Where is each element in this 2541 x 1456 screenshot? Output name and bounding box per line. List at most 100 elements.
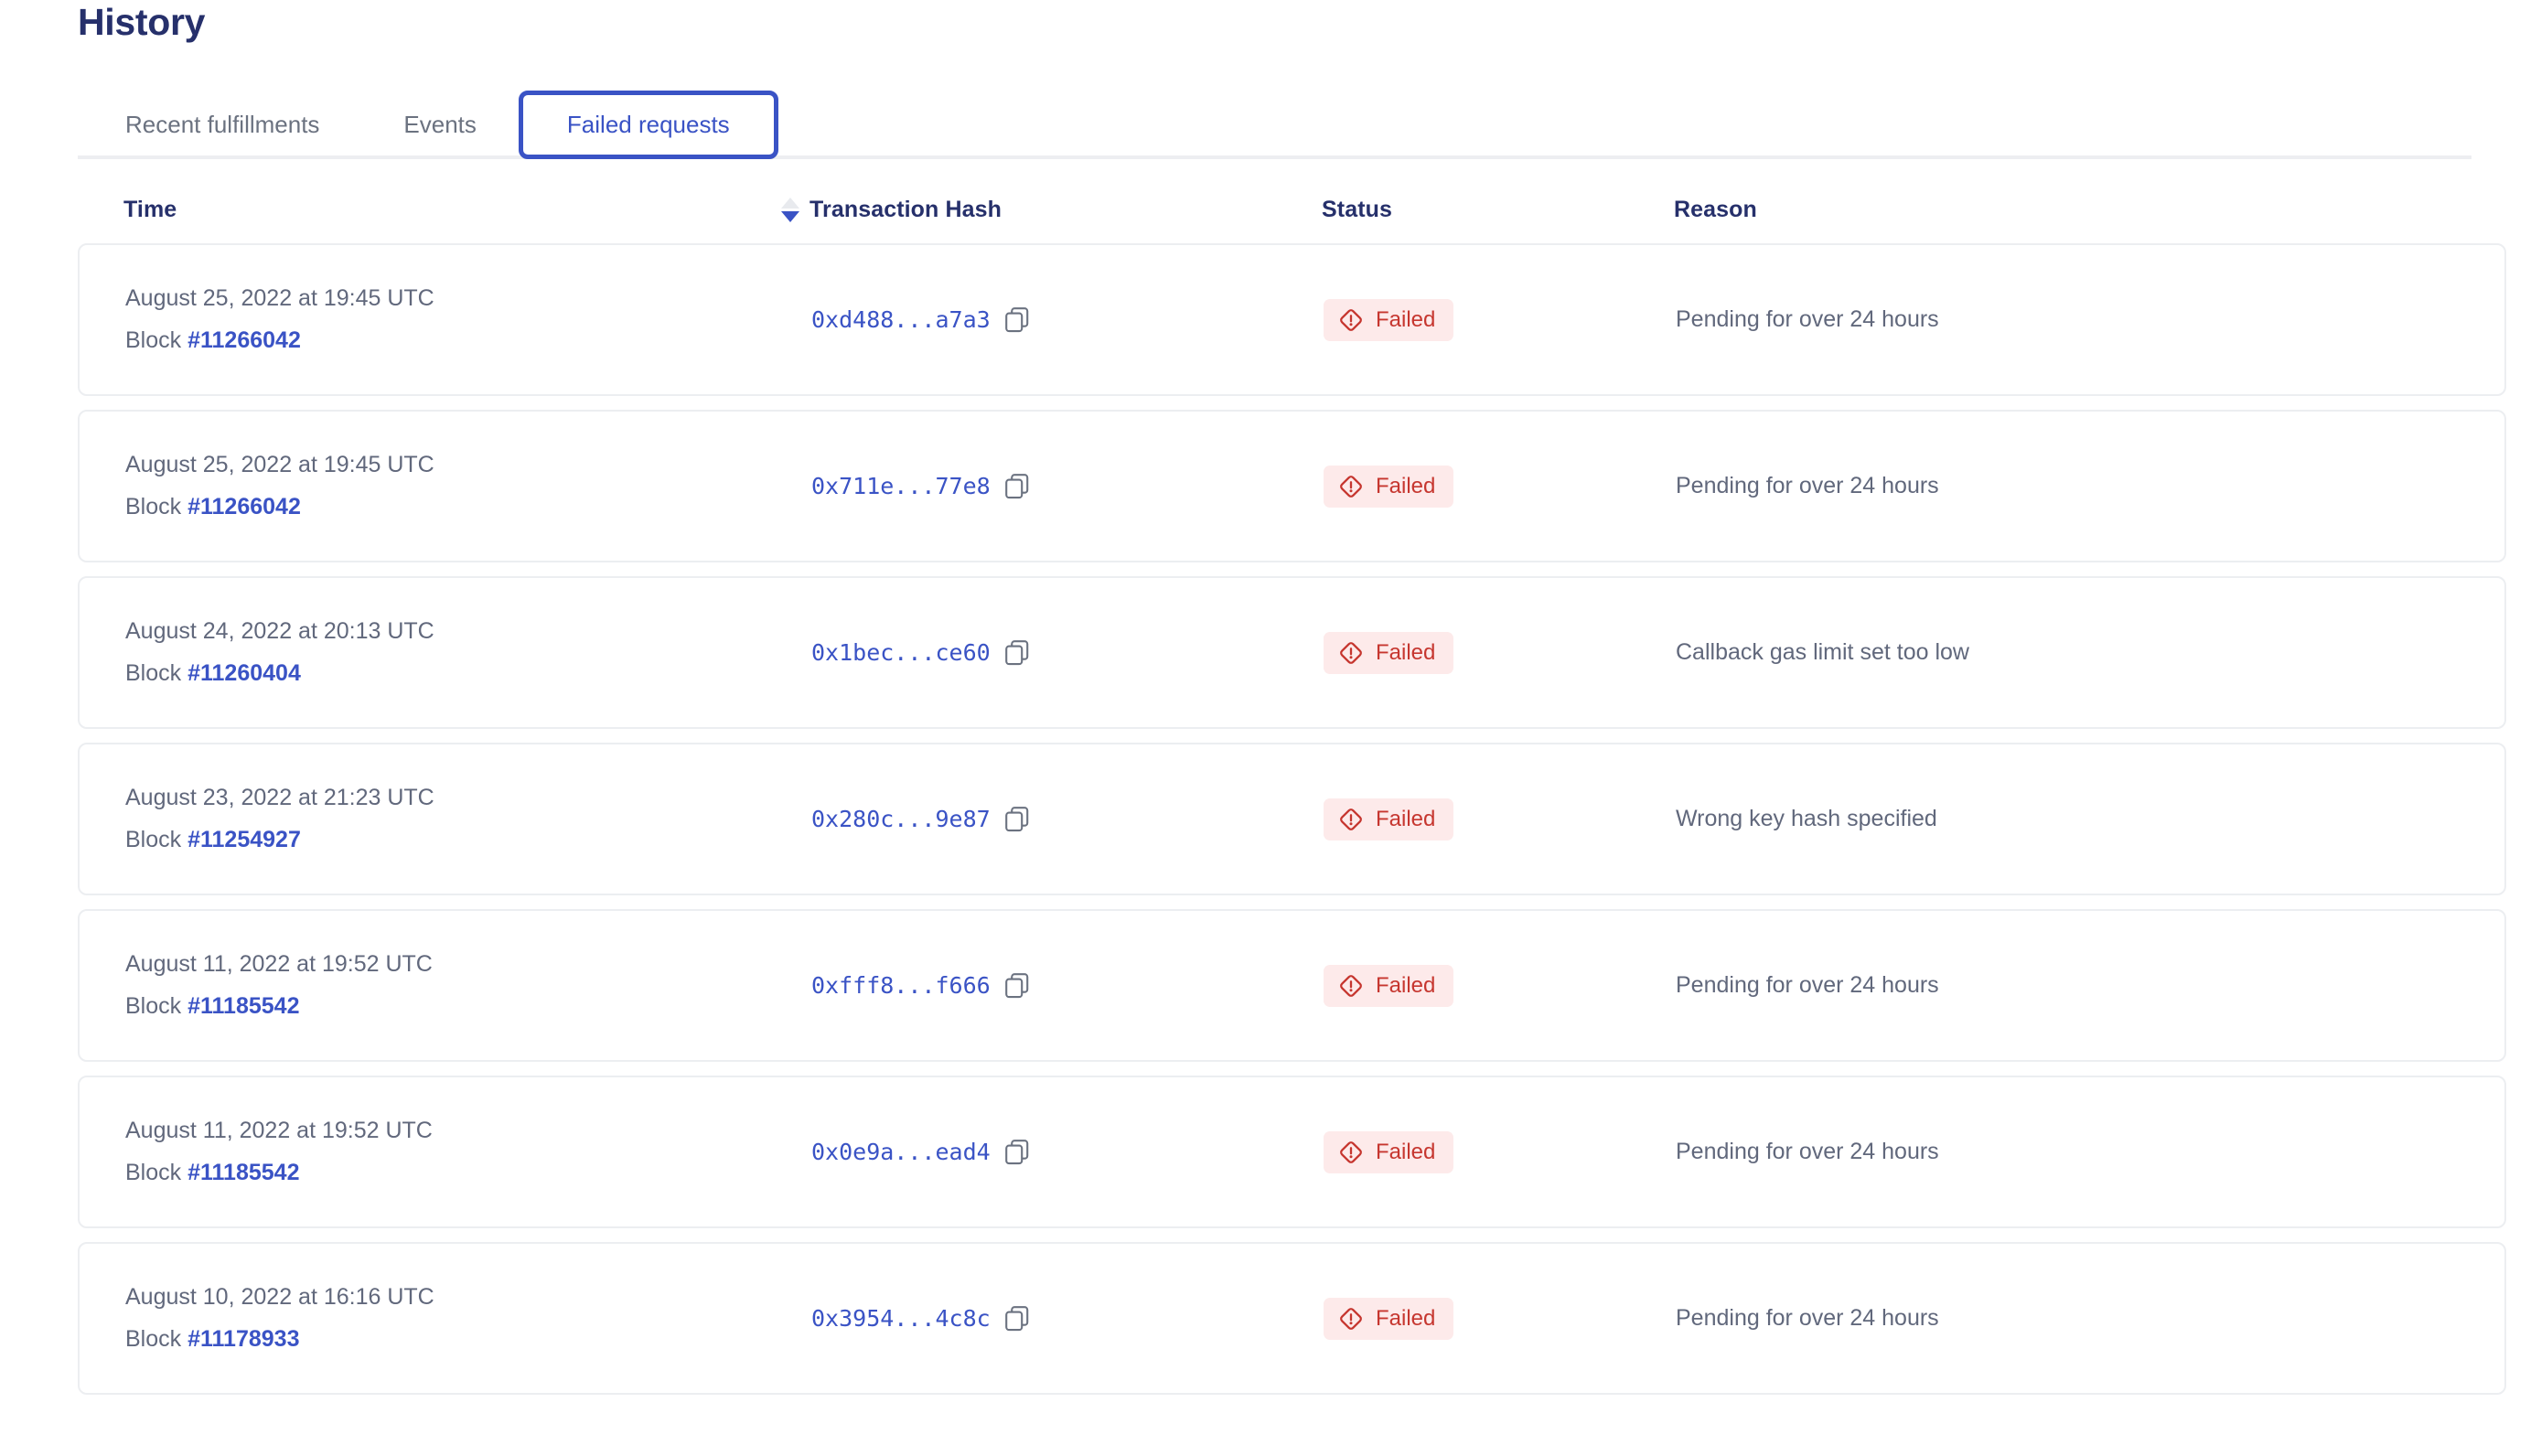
cell-status: Failed <box>1324 964 1676 1007</box>
row-timestamp: August 11, 2022 at 19:52 UTC <box>125 950 433 977</box>
cell-transaction-hash: 0x3954...4c8c <box>811 1305 1324 1332</box>
transaction-hash-link[interactable]: 0xfff8...f666 <box>811 972 991 1000</box>
column-header-transaction-hash: Transaction Hash <box>809 196 1002 222</box>
cell-status: Failed <box>1324 798 1676 840</box>
table-row[interactable]: August 23, 2022 at 21:23 UTC Block #1125… <box>78 743 2506 896</box>
column-header-status: Status <box>1322 196 1393 222</box>
cell-status: Failed <box>1324 465 1676 508</box>
row-block-label: Block <box>125 1326 188 1353</box>
row-timestamp: August 25, 2022 at 19:45 UTC <box>125 284 434 311</box>
table-row[interactable]: August 24, 2022 at 20:13 UTC Block #1126… <box>78 576 2506 730</box>
row-block: Block #11266042 <box>125 494 811 520</box>
table-row[interactable]: August 25, 2022 at 19:45 UTC Block #1126… <box>78 410 2506 563</box>
alert-diamond-icon <box>1338 1140 1364 1165</box>
row-block-link[interactable]: #11266042 <box>188 494 301 520</box>
row-block-link[interactable]: #11178933 <box>188 1326 300 1353</box>
copy-icon[interactable] <box>1004 1305 1029 1332</box>
row-block-link[interactable]: #11254927 <box>188 827 301 853</box>
sort-ascending-arrow-icon <box>781 197 799 209</box>
status-badge: Failed <box>1324 631 1454 674</box>
table-row[interactable]: August 25, 2022 at 19:45 UTC Block #1126… <box>78 243 2506 397</box>
row-block-label: Block <box>125 494 188 520</box>
status-badge-label: Failed <box>1376 806 1436 831</box>
row-block-label: Block <box>125 827 188 853</box>
table-row[interactable]: August 11, 2022 at 19:52 UTC Block #1118… <box>78 1076 2506 1229</box>
row-block: Block #11254927 <box>125 827 811 853</box>
alert-diamond-icon <box>1338 807 1364 832</box>
tab-recent-fulfillments[interactable]: Recent fulfillments <box>78 91 361 159</box>
row-timestamp: August 24, 2022 at 20:13 UTC <box>125 617 434 644</box>
cell-reason: Pending for over 24 hours <box>1676 1139 1939 1165</box>
cell-time: August 23, 2022 at 21:23 UTC Block #1125… <box>80 785 811 854</box>
cell-reason: Wrong key hash specified <box>1676 806 1937 832</box>
cell-transaction-hash: 0x1bec...ce60 <box>811 639 1324 666</box>
tab-failed-requests[interactable]: Failed requests <box>518 91 778 160</box>
table-row[interactable]: August 11, 2022 at 19:52 UTC Block #1118… <box>78 909 2506 1063</box>
cell-time: August 25, 2022 at 19:45 UTC Block #1126… <box>80 285 811 355</box>
table-row[interactable]: August 10, 2022 at 16:16 UTC Block #1117… <box>78 1242 2506 1396</box>
row-block-label: Block <box>125 327 188 354</box>
row-block: Block #11185542 <box>125 1160 811 1186</box>
copy-icon[interactable] <box>1004 306 1029 333</box>
row-block-link[interactable]: #11185542 <box>188 1160 300 1186</box>
row-block-link[interactable]: #11266042 <box>188 327 301 354</box>
copy-icon[interactable] <box>1004 806 1029 832</box>
cell-time: August 25, 2022 at 19:45 UTC Block #1126… <box>80 452 811 521</box>
alert-diamond-icon <box>1338 1306 1364 1332</box>
sort-toggle-time[interactable] <box>778 197 802 222</box>
tab-label: Events <box>403 111 477 139</box>
cell-transaction-hash: 0xd488...a7a3 <box>811 306 1324 333</box>
tabs-divider <box>78 155 2471 160</box>
transaction-hash-link[interactable]: 0xd488...a7a3 <box>811 306 991 334</box>
cell-time: August 24, 2022 at 20:13 UTC Block #1126… <box>80 618 811 688</box>
copy-icon[interactable] <box>1004 473 1029 499</box>
status-badge: Failed <box>1324 1297 1454 1340</box>
cell-reason: Pending for over 24 hours <box>1676 972 1939 999</box>
row-block-label: Block <box>125 1160 188 1186</box>
copy-icon[interactable] <box>1004 639 1029 666</box>
status-badge-label: Failed <box>1376 1139 1436 1164</box>
status-badge: Failed <box>1324 1130 1454 1173</box>
status-badge: Failed <box>1324 465 1454 508</box>
status-badge-label: Failed <box>1376 1305 1436 1331</box>
tab-events[interactable]: Events <box>361 91 519 159</box>
cell-time: August 10, 2022 at 16:16 UTC Block #1117… <box>80 1284 811 1354</box>
copy-icon[interactable] <box>1004 1139 1029 1165</box>
row-block: Block #11185542 <box>125 993 811 1020</box>
cell-transaction-hash: 0xfff8...f666 <box>811 972 1324 999</box>
copy-icon[interactable] <box>1004 972 1029 999</box>
row-block-label: Block <box>125 993 188 1020</box>
status-badge-label: Failed <box>1376 306 1436 332</box>
transaction-hash-link[interactable]: 0x0e9a...ead4 <box>811 1139 991 1166</box>
tab-label: Failed requests <box>566 111 730 139</box>
row-block-link[interactable]: #11260404 <box>188 660 301 687</box>
cell-transaction-hash: 0x0e9a...ead4 <box>811 1139 1324 1165</box>
row-block-link[interactable]: #11185542 <box>188 993 300 1020</box>
column-header-time[interactable]: Time <box>78 197 809 223</box>
row-block: Block #11178933 <box>125 1326 811 1353</box>
column-header-reason: Reason <box>1674 196 1757 222</box>
cell-reason: Callback gas limit set too low <box>1676 639 1969 666</box>
cell-transaction-hash: 0x711e...77e8 <box>811 473 1324 499</box>
cell-status: Failed <box>1324 631 1676 674</box>
transaction-hash-link[interactable]: 0x3954...4c8c <box>811 1305 991 1333</box>
cell-status: Failed <box>1324 1297 1676 1340</box>
sort-descending-arrow-icon <box>781 210 799 222</box>
status-badge: Failed <box>1324 798 1454 840</box>
failed-requests-list: August 25, 2022 at 19:45 UTC Block #1126… <box>78 243 2506 1396</box>
alert-diamond-icon <box>1338 640 1364 666</box>
tab-label: Recent fulfillments <box>125 111 320 139</box>
table-header-row: Time Transaction Hash Status Reason <box>78 159 2506 243</box>
row-timestamp: August 25, 2022 at 19:45 UTC <box>125 451 434 477</box>
cell-status: Failed <box>1324 298 1676 341</box>
page-title: History <box>78 1 206 43</box>
status-badge: Failed <box>1324 964 1454 1007</box>
status-badge-label: Failed <box>1376 473 1436 498</box>
transaction-hash-link[interactable]: 0x1bec...ce60 <box>811 639 991 667</box>
row-timestamp: August 23, 2022 at 21:23 UTC <box>125 784 434 810</box>
transaction-hash-link[interactable]: 0x711e...77e8 <box>811 473 991 500</box>
status-badge-label: Failed <box>1376 639 1436 665</box>
alert-diamond-icon <box>1338 474 1364 499</box>
transaction-hash-link[interactable]: 0x280c...9e87 <box>811 806 991 833</box>
